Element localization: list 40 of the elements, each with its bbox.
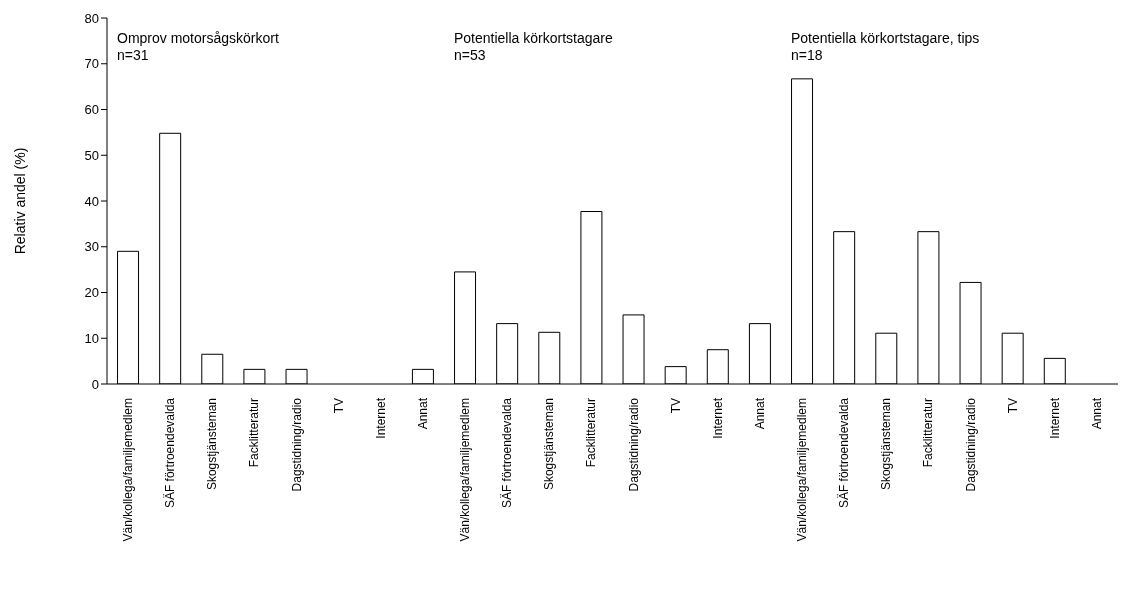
y-tick-label: 30 bbox=[84, 239, 99, 255]
x-tick-label: Dagstidning/radio bbox=[289, 397, 304, 492]
y-tick-label: 20 bbox=[84, 285, 99, 301]
x-tick-label: Dagstidning/radio bbox=[626, 397, 641, 492]
x-tick-label: Annat bbox=[1089, 397, 1104, 430]
text: n=18 bbox=[791, 47, 824, 64]
x-tick-label: Internet bbox=[710, 397, 725, 439]
x-tick-label: Skogstjänsteman bbox=[542, 398, 557, 491]
x-tick-label: SÄF förtroendevalda bbox=[500, 397, 515, 509]
x-tick-label: TV bbox=[668, 398, 683, 414]
x-tick-label: Vän/kollega/familjemedlem bbox=[458, 398, 473, 542]
y-tick-label: 60 bbox=[84, 102, 99, 118]
x-tick-label: Facklitteratur bbox=[247, 398, 262, 468]
x-tick-label: Facklitteratur bbox=[584, 398, 599, 468]
y-tick-label: 70 bbox=[84, 56, 99, 72]
x-tick-label: Dagstidning/radio bbox=[963, 397, 978, 492]
x-tick-label: SÄF förtroendevalda bbox=[837, 397, 852, 509]
x-tick-label: Annat bbox=[752, 397, 767, 430]
text: Potentiella körkortstagare, tips bbox=[791, 30, 980, 47]
y-axis-title: Relativ andel (%) bbox=[11, 147, 28, 255]
text: n=53 bbox=[454, 47, 487, 64]
x-tick-label: Facklitteratur bbox=[921, 398, 936, 468]
text: Potentiella körkortstagare bbox=[454, 30, 613, 47]
text: n=31 bbox=[117, 47, 150, 64]
text: Omprov motorsågskörkort bbox=[117, 30, 279, 47]
x-tick-label: TV bbox=[1005, 398, 1020, 414]
x-tick-label: Vän/kollega/familjemedlem bbox=[121, 398, 136, 542]
y-tick-label: 40 bbox=[84, 193, 99, 209]
y-tick-label: 0 bbox=[91, 376, 99, 392]
x-tick-label: SÄF förtroendevalda bbox=[163, 397, 178, 509]
x-tick-label: Skogstjänsteman bbox=[205, 398, 220, 491]
y-tick-label: 50 bbox=[84, 147, 99, 163]
x-tick-label: Skogstjänsteman bbox=[879, 398, 894, 491]
y-tick-label: 10 bbox=[84, 330, 99, 346]
x-tick-label: Internet bbox=[373, 397, 388, 439]
y-tick-label: 80 bbox=[84, 10, 99, 26]
x-tick-label: TV bbox=[331, 398, 346, 414]
x-tick-label: Internet bbox=[1047, 397, 1062, 439]
x-tick-label: Vän/kollega/familjemedlem bbox=[795, 398, 810, 542]
x-tick-label: Annat bbox=[415, 397, 430, 430]
